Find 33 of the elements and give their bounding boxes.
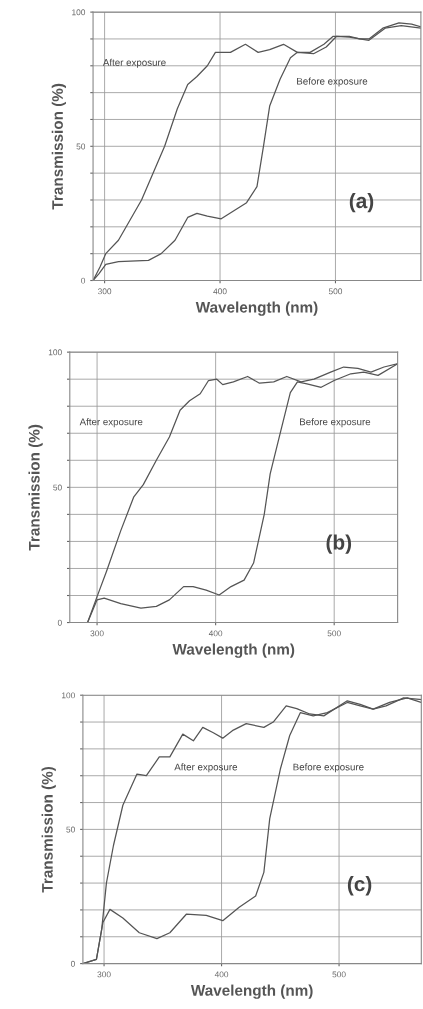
x-tick-label: 400 xyxy=(208,630,223,637)
y-axis-title: Transmission (%) xyxy=(28,424,43,551)
x-tick-label: 300 xyxy=(97,971,111,978)
x-tick-label: 300 xyxy=(97,288,112,295)
x-axis-title: Wavelength (nm) xyxy=(195,301,318,316)
y-tick-label: 50 xyxy=(53,484,62,491)
annotation: After exposure xyxy=(174,763,238,773)
x-axis-title: Wavelength (nm) xyxy=(190,984,313,999)
y-axis-title: Transmission (%) xyxy=(51,83,66,210)
x-tick-label: 500 xyxy=(327,630,341,637)
y-tick-label: 50 xyxy=(66,826,75,833)
y-tick-label: 100 xyxy=(72,9,86,16)
annotation: (b) xyxy=(326,534,352,554)
annotation: Before exposure xyxy=(300,418,371,428)
annotation: Before exposure xyxy=(297,77,368,87)
y-tick-label: 50 xyxy=(76,143,86,150)
x-tick-label: 400 xyxy=(213,288,227,295)
annotation: (c) xyxy=(347,876,372,896)
y-tick-label: 0 xyxy=(70,960,75,967)
y-tick-label: 100 xyxy=(62,692,75,699)
y-tick-label: 0 xyxy=(81,277,86,284)
y-axis-title: Transmission (%) xyxy=(41,766,56,893)
x-tick-label: 300 xyxy=(90,630,104,637)
x-axis-title: Wavelength (nm) xyxy=(172,643,295,658)
annotation: After exposure xyxy=(79,418,143,428)
x-tick-label: 400 xyxy=(214,971,229,978)
annotation: Before exposure xyxy=(293,763,364,773)
y-tick-label: 100 xyxy=(48,349,62,356)
x-tick-label: 500 xyxy=(332,971,346,978)
annotation: After exposure xyxy=(102,58,166,68)
y-tick-label: 0 xyxy=(57,619,62,626)
annotation: (a) xyxy=(349,192,374,213)
x-tick-label: 500 xyxy=(328,288,343,295)
